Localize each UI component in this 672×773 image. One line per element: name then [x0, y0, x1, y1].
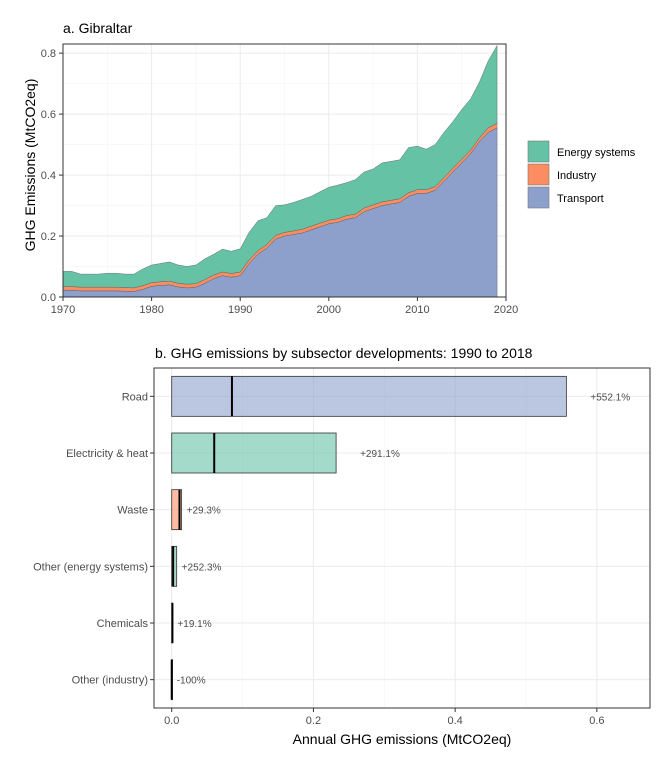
y-tick-label: 0.4 [41, 170, 56, 182]
legend-swatch [527, 140, 550, 163]
legend-swatch [527, 186, 550, 209]
category-label: Waste [117, 505, 148, 517]
x-tick-label: 2000 [317, 304, 341, 316]
x-tick-label: 1970 [51, 304, 75, 316]
area-energy-systems [62, 44, 498, 289]
x-tick-label: 2020 [494, 304, 518, 316]
change-label: -100% [177, 676, 206, 687]
bar [171, 375, 567, 417]
bar [171, 545, 178, 587]
y-tick-label: 0.0 [41, 292, 56, 304]
y-tick-label: 0.8 [41, 48, 56, 60]
panel-b-title: b. GHG emissions by subsector developmen… [155, 345, 533, 361]
panel-b-grid [154, 368, 650, 708]
category-label: Road [122, 391, 148, 403]
x-tick-label: 1980 [139, 304, 163, 316]
bar [171, 489, 183, 531]
panel-b-border [153, 367, 651, 709]
bar [171, 432, 337, 474]
legend-label: Transport [557, 193, 604, 205]
change-label: +252.3% [182, 562, 222, 573]
change-label: +291.1% [360, 449, 400, 460]
panel-a-title: a. Gibraltar [63, 20, 133, 36]
panel-a-y-axis-title: GHG Emissions (MtCO2eq) [22, 79, 38, 252]
panel-b: b. GHG emissions by subsector developmen… [33, 345, 651, 747]
x-tick-label: 2010 [405, 304, 429, 316]
category-label: Other (industry) [72, 675, 148, 687]
x-tick-label: 0.0 [164, 715, 179, 727]
x-tick-label: 0.4 [447, 715, 462, 727]
change-label: +552.1% [590, 392, 630, 403]
panel-b-x-axis-title: Annual GHG emissions (MtCO2eq) [293, 731, 512, 747]
panel-a-ticks: 1970 1980 1990 2000 2010 2020 0.0 0.2 0.4 0.6 0.8 [41, 48, 519, 316]
category-label: Other (energy systems) [33, 561, 148, 573]
change-label: +19.1% [177, 619, 211, 630]
change-label: +29.3% [187, 506, 221, 517]
x-tick-label: 0.6 [589, 715, 604, 727]
panel-a: a. Gibraltar GHG Emissions (MtCO2eq) 197… [22, 20, 636, 316]
legend-label: Industry [557, 170, 597, 182]
y-tick-label: 0.2 [41, 231, 56, 243]
panel-b-bars: +552.1% +291.1% +29.3% +252.3% +19.1% -100% [170, 375, 630, 701]
legend-swatch [527, 163, 550, 186]
x-tick-label: 1990 [228, 304, 252, 316]
panel-b-ticks: 0.0 0.2 0.4 0.6 Road Electricity & heat Waste O… [33, 391, 604, 727]
panel-a-areas [62, 44, 498, 298]
category-label: Electricity & heat [66, 448, 148, 460]
panel-a-border [62, 43, 507, 298]
category-label: Chemicals [97, 618, 149, 630]
x-tick-label: 0.2 [306, 715, 321, 727]
legend-label: Energy systems [557, 147, 636, 159]
y-tick-label: 0.6 [41, 109, 56, 121]
panel-a-legend: Energy systems Industry Transport [527, 140, 636, 209]
